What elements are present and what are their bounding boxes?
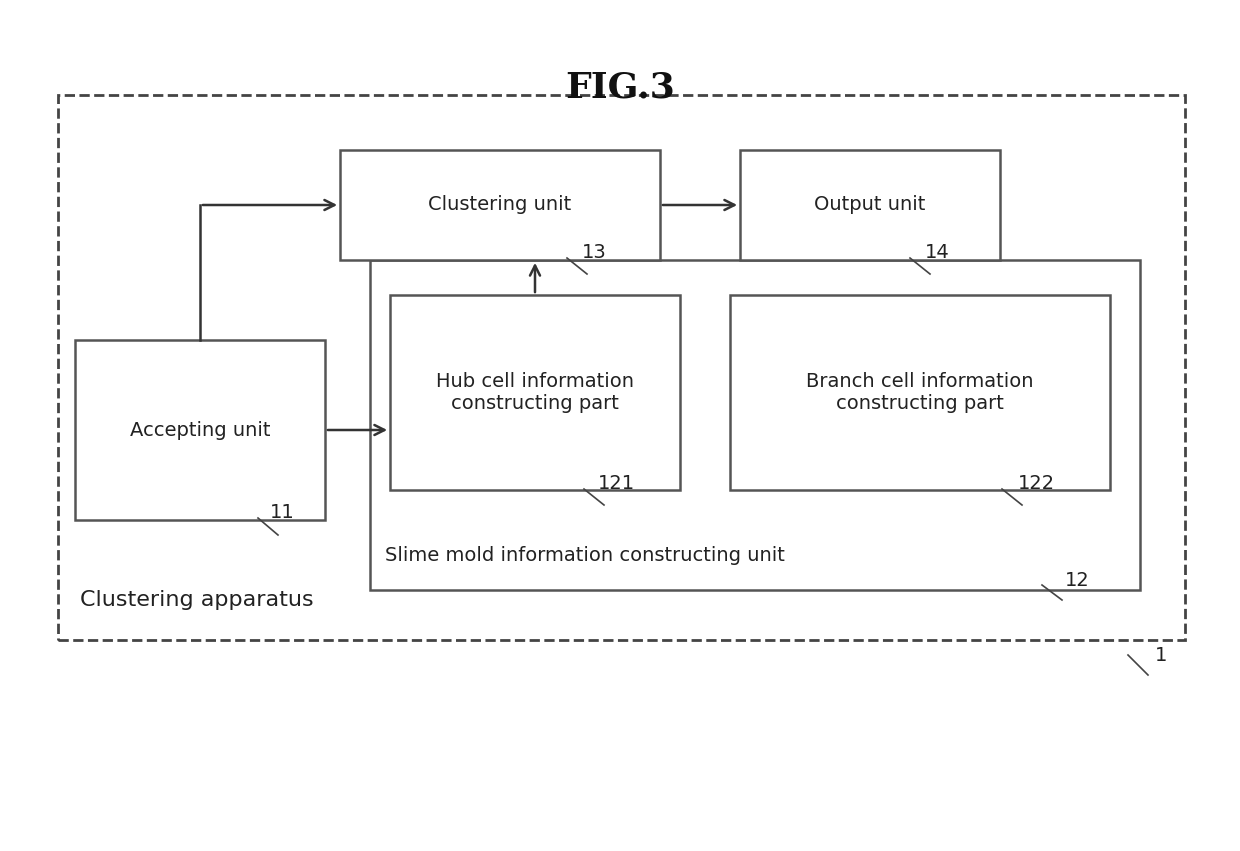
Bar [740, 150, 999, 260]
Bar [74, 340, 325, 520]
Text: Output unit: Output unit [815, 196, 926, 214]
Text: 12: 12 [1065, 571, 1090, 590]
Bar [340, 150, 660, 260]
Text: 14: 14 [925, 243, 950, 262]
Bar [58, 95, 1185, 640]
Text: 122: 122 [1018, 474, 1055, 493]
Bar [370, 260, 1140, 590]
Text: Accepting unit: Accepting unit [130, 420, 270, 439]
Text: 11: 11 [270, 503, 295, 522]
Text: 13: 13 [582, 243, 606, 262]
Bar [730, 295, 1110, 490]
Text: Branch cell information
constructing part: Branch cell information constructing par… [806, 372, 1034, 413]
Text: Slime mold information constructing unit: Slime mold information constructing unit [384, 546, 785, 565]
Text: FIG.3: FIG.3 [565, 71, 675, 105]
Text: 121: 121 [598, 474, 635, 493]
Text: Hub cell information
constructing part: Hub cell information constructing part [436, 372, 634, 413]
Text: Clustering unit: Clustering unit [428, 196, 572, 214]
Text: Clustering apparatus: Clustering apparatus [81, 590, 314, 610]
Text: 1: 1 [1154, 646, 1167, 665]
Bar [391, 295, 680, 490]
